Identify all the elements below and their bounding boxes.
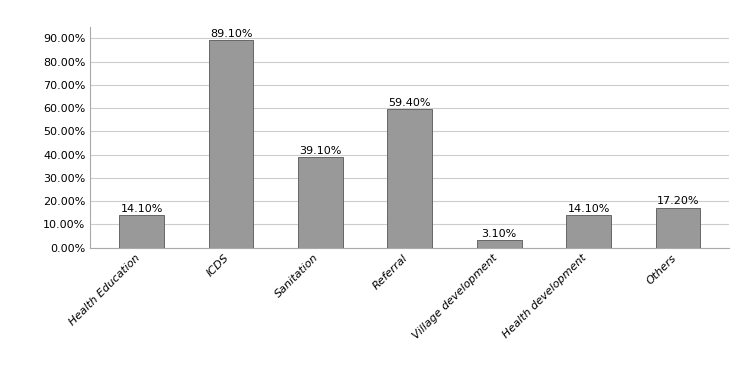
Text: 3.10%: 3.10% bbox=[481, 229, 517, 239]
Text: 14.10%: 14.10% bbox=[568, 204, 610, 214]
Bar bbox=[298, 157, 343, 248]
Bar bbox=[656, 208, 700, 248]
Text: 59.40%: 59.40% bbox=[389, 98, 431, 108]
Bar bbox=[209, 40, 253, 248]
Text: 89.10%: 89.10% bbox=[210, 29, 252, 39]
Text: 14.10%: 14.10% bbox=[120, 204, 163, 214]
Bar bbox=[120, 215, 164, 248]
Bar bbox=[566, 215, 611, 248]
Text: 17.20%: 17.20% bbox=[656, 197, 699, 207]
Bar bbox=[387, 109, 432, 248]
Bar bbox=[477, 240, 522, 248]
Text: 39.10%: 39.10% bbox=[299, 146, 341, 155]
